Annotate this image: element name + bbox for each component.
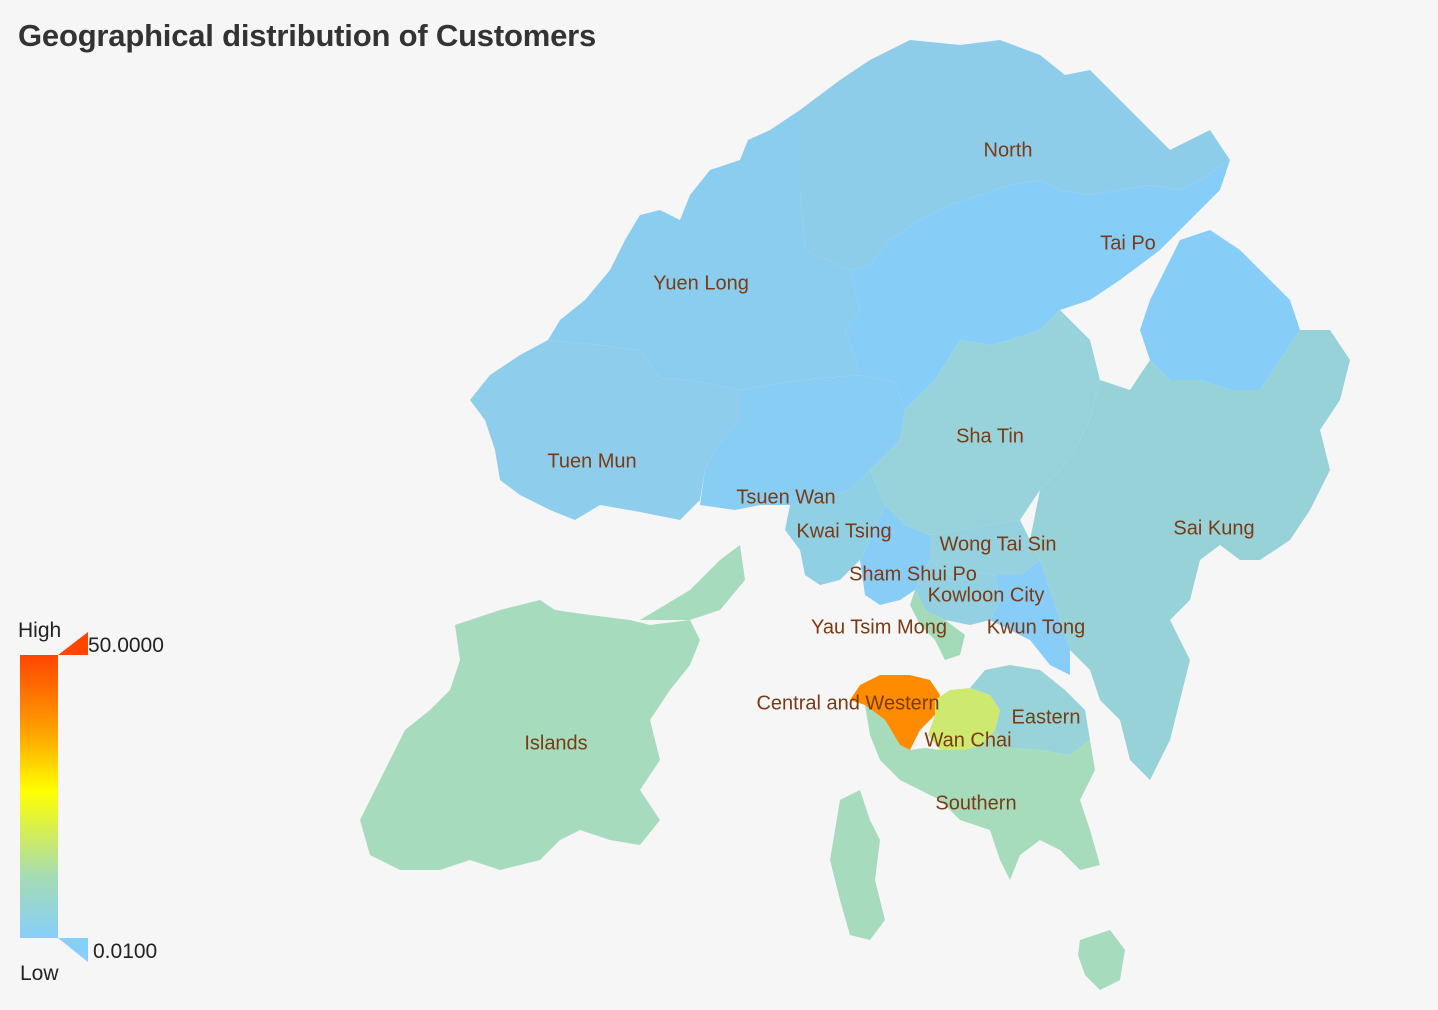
- legend-min-handle[interactable]: [58, 938, 88, 962]
- region-label-kowloon-city: Kowloon City: [928, 584, 1045, 606]
- region-islands[interactable]: [360, 545, 1125, 990]
- region-label-yau-tsim-mong: Yau Tsim Mong: [811, 616, 947, 638]
- region-eastern[interactable]: [970, 665, 1090, 755]
- region-label-southern: Southern: [935, 792, 1016, 814]
- legend-max-value: 50.0000: [88, 634, 164, 657]
- region-tuen-mun[interactable]: [470, 340, 740, 520]
- region-kwun-tong[interactable]: [990, 560, 1070, 675]
- region-label-kwai-tsing: Kwai Tsing: [796, 520, 891, 542]
- region-label-kwun-tong: Kwun Tong: [987, 616, 1086, 638]
- region-tai-po[interactable]: [845, 160, 1300, 410]
- region-sha-tin[interactable]: [870, 310, 1100, 535]
- legend-gradient-bar: [20, 655, 58, 938]
- legend-high-label: High: [18, 619, 62, 642]
- region-north[interactable]: [800, 40, 1230, 270]
- region-kwai-tsing[interactable]: [785, 470, 885, 585]
- region-sai-kung[interactable]: [1030, 330, 1350, 780]
- region-label-tuen-mun: Tuen Mun: [547, 450, 636, 472]
- region-label-central-and-western: Central and Western: [756, 692, 939, 714]
- region-tsuen-wan[interactable]: [700, 375, 905, 510]
- region-label-islands: Islands: [524, 732, 587, 754]
- region-wan-chai[interactable]: [928, 688, 1000, 750]
- map-title: Geographical distribution of Customers: [18, 18, 597, 53]
- legend-max-handle[interactable]: [58, 632, 88, 655]
- legend-low-label: Low: [20, 962, 59, 985]
- color-legend: [20, 632, 88, 962]
- region-label-tai-po: Tai Po: [1100, 232, 1156, 254]
- region-sham-shui-po[interactable]: [860, 505, 930, 605]
- region-yuen-long[interactable]: [548, 110, 860, 390]
- region-label-wong-tai-sin: Wong Tai Sin: [939, 533, 1056, 555]
- region-label-sai-kung: Sai Kung: [1173, 517, 1254, 539]
- region-kowloon-city[interactable]: [915, 560, 1000, 625]
- region-wong-tai-sin[interactable]: [930, 520, 1040, 575]
- region-central-and-western[interactable]: [850, 675, 940, 750]
- region-label-tsuen-wan: Tsuen Wan: [736, 486, 835, 508]
- region-label-yuen-long: Yuen Long: [653, 272, 749, 294]
- region-label-sham-shui-po: Sham Shui Po: [849, 563, 977, 585]
- region-southern[interactable]: [865, 705, 1100, 880]
- region-label-wan-chai: Wan Chai: [924, 729, 1011, 751]
- region-label-sha-tin: Sha Tin: [956, 425, 1024, 447]
- region-label-eastern: Eastern: [1012, 706, 1081, 728]
- region-label-north: North: [984, 139, 1033, 161]
- region-yau-tsim-mong[interactable]: [910, 590, 965, 660]
- legend-min-value: 0.0100: [93, 940, 158, 963]
